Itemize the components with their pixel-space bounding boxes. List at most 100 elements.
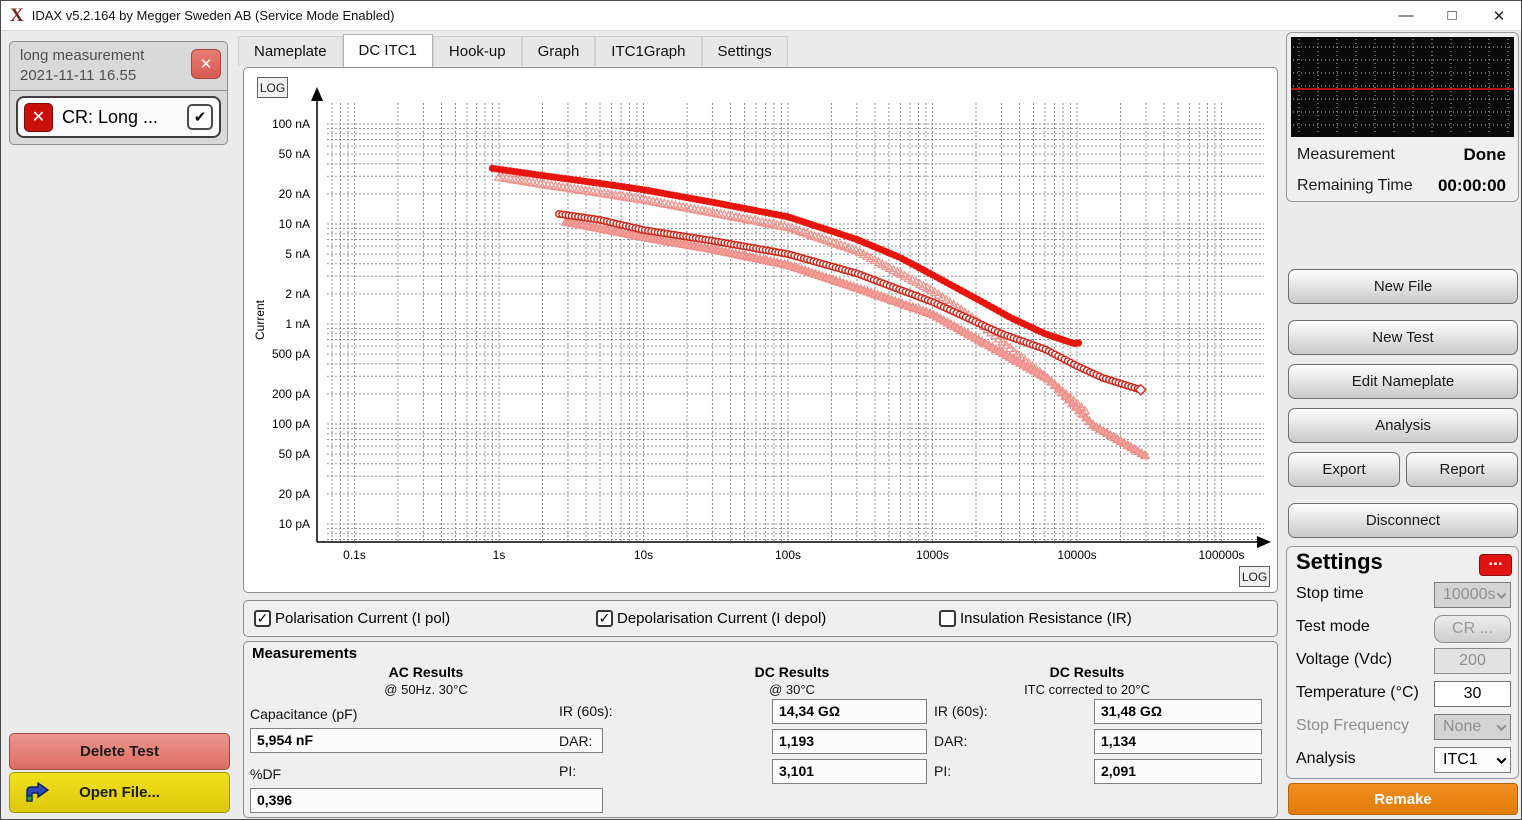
setting-value: ITC1 — [1443, 751, 1478, 768]
measurement-label-dar: DAR: — [934, 733, 968, 749]
series-toggle-depolarisation-current-i-depol[interactable]: ✓ Depolarisation Current (I depol) — [596, 601, 826, 636]
remaining-time-value: 00:00:00 — [1437, 176, 1506, 195]
checkmark-icon: ✔ — [193, 109, 207, 126]
svg-text:10 pA: 10 pA — [279, 517, 310, 531]
tab-hook-up[interactable]: Hook-up — [432, 36, 522, 66]
svg-text:0.1s: 0.1s — [343, 548, 366, 562]
remake-button[interactable]: Remake — [1288, 783, 1518, 815]
minimize-button[interactable]: — — [1398, 7, 1414, 24]
svg-text:100s: 100s — [775, 548, 801, 562]
setting-label-stop-time: Stop time — [1296, 585, 1364, 602]
measurement-value-dar: 1,134 — [1094, 729, 1262, 754]
setting-label-analysis: Analysis — [1296, 750, 1356, 767]
setting-label-test-mode: Test mode — [1296, 618, 1370, 635]
measurement-date: 2021-11-11 16.55 — [20, 67, 137, 85]
measurements-panel: Measurements AC Results @ 50Hz. 30°C DC Re… — [243, 641, 1278, 818]
svg-text:20 nA: 20 nA — [279, 187, 310, 201]
setting-label-temperature-c: Temperature (°C) — [1296, 684, 1419, 701]
tab-settings[interactable]: Settings — [701, 36, 788, 66]
settings-group: Settings ... Stop time 10000s Test mode CR … — [1286, 546, 1519, 779]
analysis-button[interactable]: Analysis — [1288, 408, 1518, 443]
setting-control-temperature-c[interactable] — [1434, 681, 1511, 707]
maximize-button[interactable]: □ — [1447, 7, 1457, 24]
checked-checkbox[interactable]: ✓ — [596, 610, 613, 627]
tab-dc-itc1[interactable]: DC ITC1 — [342, 34, 433, 67]
close-measurement-button[interactable]: ✕ — [191, 49, 221, 79]
x-axis-log-badge[interactable]: LOG — [1239, 566, 1270, 587]
test-list-item[interactable]: ✕ CR: Long ... ✔ — [16, 96, 221, 138]
svg-text:10s: 10s — [634, 548, 653, 562]
tab-nameplate[interactable]: Nameplate — [238, 36, 343, 66]
svg-text:20 pA: 20 pA — [279, 487, 310, 501]
series-toggle-label: Insulation Resistance (IR) — [960, 610, 1132, 627]
measurement-label-capacitance-pf: Capacitance (pF) — [250, 706, 358, 722]
edit-nameplate-button[interactable]: Edit Nameplate — [1288, 364, 1518, 399]
checked-checkbox[interactable]: ✓ — [254, 610, 271, 627]
status-group: Measurement Done Remaining Time 00:00:00 — [1286, 32, 1519, 202]
measurement-status-label: Measurement — [1297, 146, 1395, 163]
setting-control-stop-time: 10000s — [1434, 582, 1511, 608]
setting-value: 10000s — [1443, 586, 1496, 603]
measurement-column-subheader: @ 30°C — [769, 682, 815, 697]
svg-text:50 nA: 50 nA — [279, 147, 310, 161]
test-item-checkbox[interactable]: ✔ — [187, 104, 213, 130]
setting-value: None — [1443, 718, 1482, 735]
measurement-label-ir-60s: IR (60s): — [559, 703, 613, 719]
delete-test-icon[interactable]: ✕ — [24, 102, 53, 132]
measurement-column-header: DC Results — [754, 664, 830, 680]
measurement-card-header: long measurement 2021-11-11 16.55 ✕ — [9, 41, 228, 91]
measurement-value-dar: 1,193 — [772, 729, 927, 754]
setting-label-voltage-vdc: Voltage (Vdc) — [1296, 651, 1393, 668]
chart-panel: 100 nA 50 nA 20 nA 10 nA 5 nA 2 nA 1 nA 500 pA 2… — [243, 67, 1278, 593]
measurement-value-pi: 3,101 — [772, 759, 927, 784]
measurements-title: Measurements — [252, 645, 358, 662]
unchecked-checkbox[interactable] — [939, 610, 956, 627]
svg-text:500 pA: 500 pA — [272, 347, 310, 361]
svg-text:50 pA: 50 pA — [279, 447, 310, 461]
close-icon: ✕ — [199, 56, 213, 73]
settings-title: Settings — [1296, 549, 1383, 574]
tab-graph[interactable]: Graph — [521, 36, 596, 66]
remaining-time-label: Remaining Time — [1297, 177, 1413, 194]
svg-text:Current: Current — [253, 299, 267, 340]
new-file-button[interactable]: New File — [1288, 269, 1518, 304]
title-bar: X IDAX v5.2.164 by Megger Sweden AB (Ser… — [1, 1, 1521, 31]
series-toggle-insulation-resistance-ir[interactable]: Insulation Resistance (IR) — [939, 601, 1132, 636]
svg-text:100 nA: 100 nA — [272, 117, 310, 131]
ellipsis-icon: ... — [1488, 550, 1503, 569]
setting-control-test-mode: CR ... — [1434, 615, 1511, 643]
tab-itc1graph[interactable]: ITC1Graph — [595, 36, 702, 66]
export-button[interactable]: Export — [1288, 452, 1400, 487]
measurement-value-pi: 2,091 — [1094, 759, 1262, 784]
measurement-value-df: 0,396 — [250, 788, 603, 813]
series-toggle-label: Polarisation Current (I pol) — [275, 610, 451, 627]
setting-control-voltage-vdc — [1434, 648, 1511, 674]
measurement-label-pi: PI: — [934, 763, 952, 779]
y-axis-log-badge[interactable]: LOG — [257, 77, 288, 98]
new-test-button[interactable]: New Test — [1288, 320, 1518, 355]
open-file-button[interactable]: Open File... — [9, 772, 230, 813]
setting-value: CR ... — [1452, 620, 1493, 637]
chevron-down-icon — [1496, 753, 1507, 764]
disconnect-button[interactable]: Disconnect — [1288, 503, 1518, 538]
measurement-status-value: Done — [1463, 145, 1507, 164]
measurement-label-ir-60s: IR (60s): — [934, 703, 988, 719]
measurement-column-subheader: @ 50Hz. 30°C — [384, 682, 468, 697]
measurement-card: long measurement 2021-11-11 16.55 ✕ ✕ CR… — [9, 41, 228, 145]
svg-text:100 pA: 100 pA — [272, 417, 310, 431]
delete-test-button[interactable]: Delete Test — [9, 733, 230, 770]
svg-text:2 nA: 2 nA — [285, 287, 310, 301]
measurement-column-header: AC Results — [388, 664, 464, 680]
window-title: IDAX v5.2.164 by Megger Sweden AB (Servi… — [31, 8, 395, 23]
close-button[interactable]: ✕ — [1492, 7, 1506, 25]
series-toggle-label: Depolarisation Current (I depol) — [617, 610, 827, 627]
svg-text:10 nA: 10 nA — [279, 217, 310, 231]
open-file-icon — [26, 782, 50, 802]
report-button[interactable]: Report — [1406, 452, 1518, 487]
measurement-column-header: DC Results — [1049, 664, 1125, 680]
settings-menu-button[interactable]: ... — [1479, 550, 1512, 576]
measurement-column-subheader: ITC corrected to 20°C — [1024, 682, 1150, 697]
series-toggle-polarisation-current-i-pol[interactable]: ✓ Polarisation Current (I pol) — [254, 601, 450, 636]
setting-control-analysis[interactable]: ITC1 — [1434, 747, 1511, 773]
